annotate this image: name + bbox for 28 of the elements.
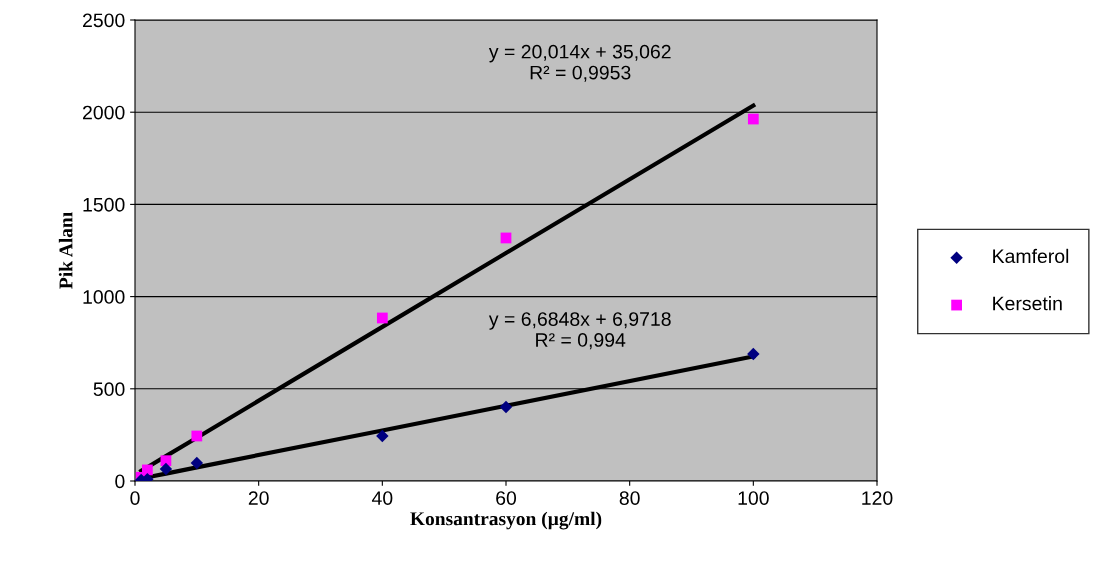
point <box>747 347 760 361</box>
y-axis-title: Pik Alanı <box>58 212 73 289</box>
annotation: y = 20,014x + 35,062 R² = 0,9953 <box>488 44 671 82</box>
point <box>159 462 173 476</box>
y-tick-label: 2500 <box>83 13 125 28</box>
point <box>499 400 513 414</box>
legend-label: Kamferol <box>993 248 1069 264</box>
point <box>376 429 389 443</box>
point <box>190 456 204 470</box>
x-axis-title: Konsantrasyon (µg/ml) <box>410 511 602 530</box>
x-tick-label: 120 <box>862 491 893 505</box>
y-tick-label: 2000 <box>83 105 125 120</box>
y-tick-label: 500 <box>93 382 125 397</box>
point <box>191 430 203 442</box>
legend-label: Kersetin <box>993 296 1062 311</box>
point <box>747 113 759 125</box>
x-tick-label: 60 <box>496 491 517 505</box>
y-tick-label: 0 <box>115 474 125 489</box>
point <box>376 312 388 324</box>
x-tick-label: 0 <box>130 491 140 505</box>
point <box>141 464 153 476</box>
y-tick-label: 1000 <box>83 290 125 304</box>
x-tick-label: 40 <box>371 491 393 505</box>
x-tick-label: 20 <box>248 491 269 505</box>
annotation: y = 6,6848x + 6,9718 R² = 0,994 <box>488 312 671 350</box>
x-tick-label: 80 <box>619 491 640 505</box>
y-tick-label: 1500 <box>83 197 125 212</box>
x-tick-label: 100 <box>738 491 769 505</box>
